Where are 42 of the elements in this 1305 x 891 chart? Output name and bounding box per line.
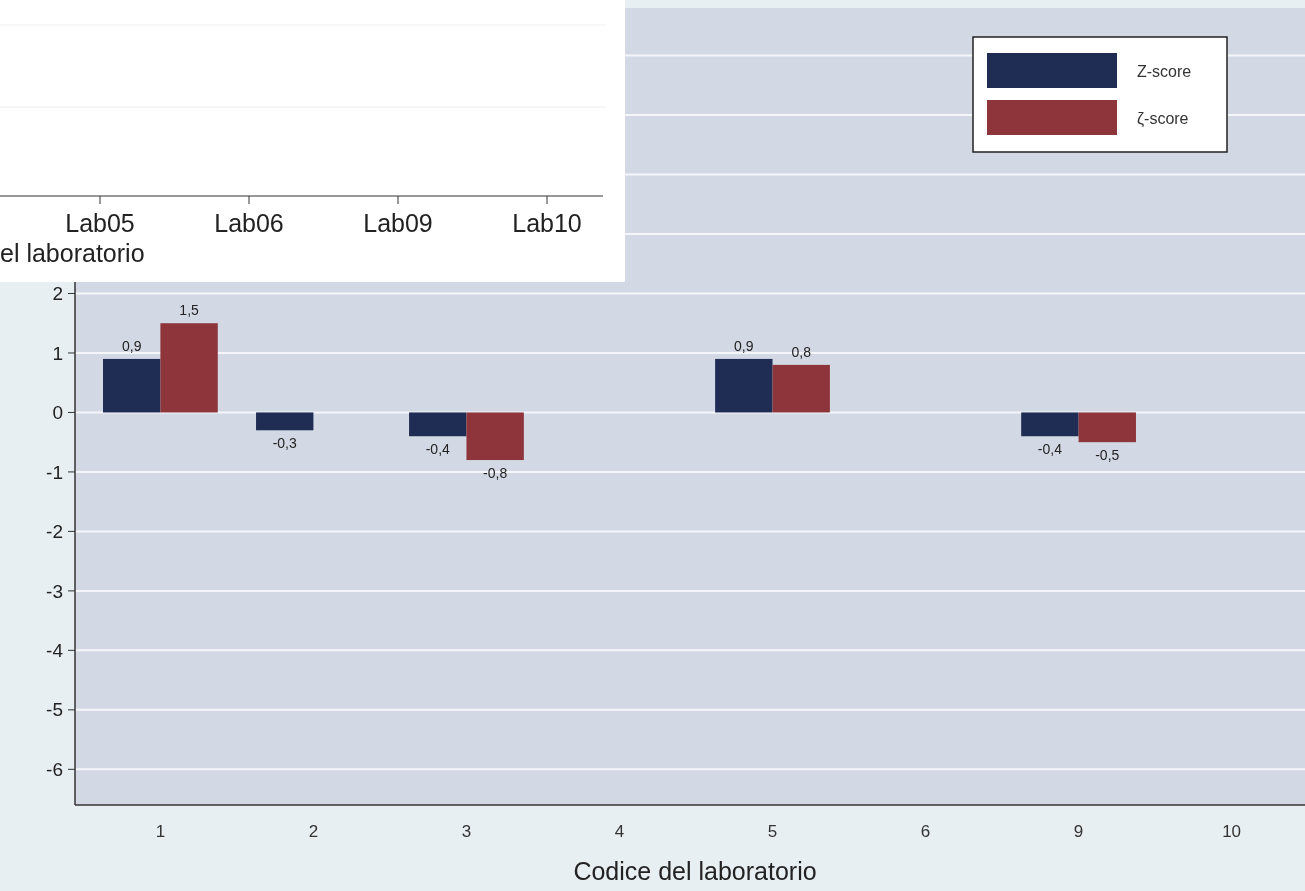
x-tick-label: 2 [308, 822, 319, 841]
bar [409, 412, 467, 437]
x-tick-label: 10 [1222, 822, 1242, 841]
bar [715, 358, 773, 413]
category-label: Lab09 [363, 209, 433, 237]
category-label: Lab05 [65, 209, 135, 237]
y-tick-label: -1 [46, 461, 63, 483]
bar [103, 358, 161, 413]
category-label: Lab06 [214, 209, 284, 237]
x-tick-label: 1 [155, 822, 166, 841]
x-axis-title: Codice del laboratorio [573, 857, 817, 885]
data-label: -0,8 [483, 465, 508, 482]
y-tick-label: -6 [46, 758, 63, 780]
bar [1078, 412, 1136, 443]
x-tick-label: 5 [767, 822, 778, 841]
data-label: -0,4 [1037, 441, 1063, 458]
data-label: -0,4 [425, 441, 451, 458]
y-tick-label: 0 [52, 402, 63, 424]
bar [772, 364, 830, 413]
data-label: -0,3 [272, 435, 297, 452]
bar [256, 412, 314, 431]
bar [1021, 412, 1079, 437]
y-tick-label: -5 [46, 699, 63, 721]
x-tick-label: 3 [461, 822, 472, 841]
x-tick-label: 9 [1073, 822, 1084, 841]
y-tick-label: 2 [52, 283, 63, 305]
x-tick-label: 6 [920, 822, 931, 841]
y-tick-label: 1 [52, 342, 63, 364]
y-tick-label: -2 [46, 521, 63, 543]
y-tick-label: -3 [46, 580, 63, 602]
data-label: 0,9 [121, 337, 142, 354]
data-label: 0,8 [791, 343, 812, 360]
data-label: -0,5 [1095, 447, 1120, 464]
x-tick-label: 4 [614, 822, 625, 841]
category-label: Lab10 [512, 209, 582, 237]
data-label: 1,5 [179, 302, 200, 319]
data-label: 0,9 [734, 337, 754, 354]
bar [466, 412, 524, 461]
y-tick-label: -4 [46, 640, 64, 662]
text: el laboratorio [0, 239, 145, 267]
legend: Z-score ζ-score [972, 36, 1228, 153]
bar [160, 323, 218, 413]
